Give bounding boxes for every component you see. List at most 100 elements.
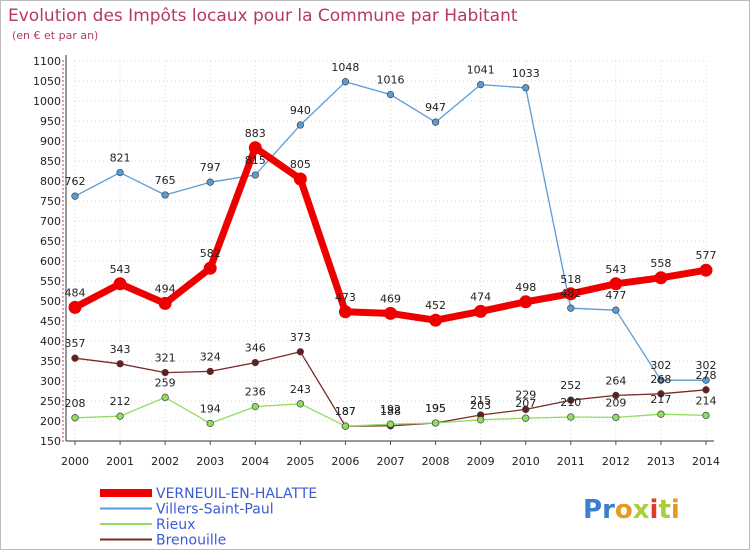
data-label: 543 (110, 263, 131, 276)
x-tick-label: 2006 (331, 455, 359, 468)
data-point (612, 413, 620, 422)
data-label: 252 (560, 379, 581, 392)
legend-label: Villers-Saint-Paul (156, 502, 274, 518)
data-label: 373 (290, 331, 311, 344)
data-label: 194 (200, 402, 221, 415)
data-point (338, 305, 352, 319)
data-label: 278 (696, 369, 717, 382)
data-point (251, 171, 259, 179)
y-tick-label: 1000 (33, 95, 61, 108)
data-label: 268 (650, 373, 671, 386)
x-tick-label: 2000 (61, 455, 89, 468)
x-tick-label: 2004 (241, 455, 269, 468)
data-label: 207 (515, 397, 536, 410)
data-point (384, 306, 397, 320)
y-tick-label: 450 (40, 315, 61, 328)
data-label: 209 (605, 396, 626, 409)
y-tick-label: 400 (40, 335, 61, 348)
data-point (341, 78, 350, 86)
x-tick-label: 2003 (196, 455, 224, 468)
y-tick-label: 1100 (33, 55, 61, 68)
logo-letter: i (650, 495, 659, 525)
data-point (702, 386, 710, 394)
data-label: 558 (650, 257, 671, 270)
data-label: 474 (470, 290, 491, 303)
data-point (609, 277, 623, 291)
data-point (654, 271, 668, 285)
data-point (116, 360, 124, 368)
logo-letter: i (671, 495, 680, 525)
data-label: 1041 (467, 64, 495, 77)
axes: 150 200 250 300 350 400 450 500 550 600 650 700 750 8… (33, 55, 720, 468)
data-label: 208 (65, 397, 86, 410)
data-label: 214 (696, 394, 717, 407)
chart-subtitle: (en € et par an) (12, 29, 98, 42)
data-label: 343 (110, 343, 131, 356)
data-label: 1016 (377, 74, 405, 87)
data-point (296, 348, 305, 356)
data-label: 229 (515, 388, 536, 401)
data-label: 187 (335, 405, 356, 418)
y-tick-label: 650 (40, 235, 61, 248)
legend-label: VERNEUIL-EN-HALATTE (156, 486, 317, 502)
data-point (699, 263, 713, 277)
data-point (522, 414, 530, 422)
data-label: 762 (65, 175, 86, 188)
data-point (296, 400, 305, 408)
data-point (71, 414, 79, 422)
x-tick-label: 2001 (106, 455, 134, 468)
data-label: 577 (696, 249, 717, 262)
y-tick-label: 750 (40, 195, 61, 208)
data-label: 215 (470, 394, 491, 407)
legend-label: Rieux (156, 517, 195, 533)
data-point (293, 172, 307, 186)
data-label: 797 (200, 161, 221, 174)
data-point (161, 191, 169, 199)
data-label: 321 (155, 352, 176, 365)
data-label: 188 (380, 405, 401, 418)
data-point (296, 121, 305, 129)
data-labels: 484 543 494 582 883 805 473 469 452 474 498 518 543 5… (65, 61, 717, 418)
legend: VERNEUIL-EN-HALATTEVillers-Saint-PaulRie… (100, 486, 317, 549)
data-label: 498 (515, 281, 536, 294)
data-point (113, 277, 127, 291)
data-label: 302 (650, 359, 671, 372)
logo-letter: o (615, 495, 633, 525)
data-label: 346 (245, 342, 266, 355)
data-point (429, 313, 443, 327)
data-label: 195 (425, 402, 446, 415)
data-label: 940 (290, 104, 311, 117)
data-label: 543 (605, 263, 626, 276)
data-point (206, 367, 214, 376)
data-point (522, 84, 530, 92)
data-label: 187 (335, 405, 356, 418)
data-point (251, 402, 259, 411)
x-tick-label: 2011 (557, 455, 585, 468)
data-point (431, 118, 440, 126)
data-point (702, 376, 710, 384)
x-tick-label: 2002 (151, 455, 179, 468)
data-label: 883 (245, 127, 266, 140)
y-tick-label: 1050 (33, 75, 61, 88)
data-label: 518 (560, 273, 581, 286)
data-point (206, 419, 214, 428)
data-label: 203 (470, 399, 491, 412)
data-point (386, 90, 395, 99)
data-point (567, 304, 575, 312)
data-label: 469 (380, 292, 401, 305)
logo-text: Proxiti (583, 495, 680, 525)
x-tick-label: 2014 (692, 455, 720, 468)
y-tick-label: 250 (40, 395, 61, 408)
data-point (248, 141, 262, 155)
data-label: 210 (560, 396, 581, 409)
x-tick-label: 2009 (467, 455, 495, 468)
data-label: 582 (200, 247, 221, 260)
x-tick-label: 2008 (422, 455, 450, 468)
data-point (116, 412, 124, 420)
data-point (567, 396, 575, 404)
proxiti-logo: Proxiti (583, 495, 680, 525)
data-label: 324 (200, 350, 221, 363)
data-point (476, 80, 485, 89)
x-tick-label: 2012 (602, 455, 630, 468)
